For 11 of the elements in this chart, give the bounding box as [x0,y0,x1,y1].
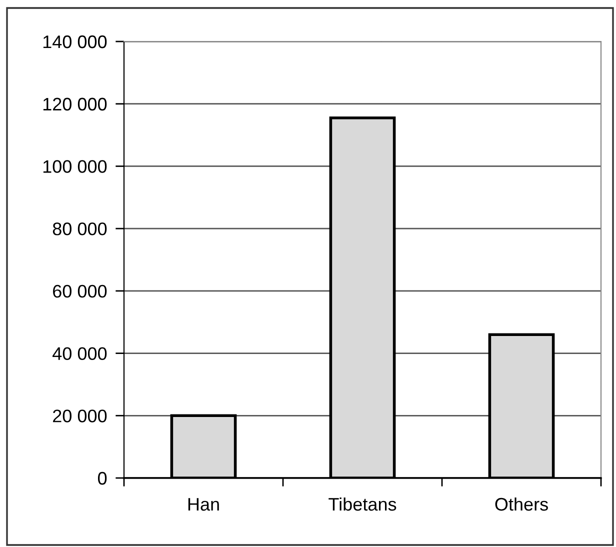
y-tick-label: 120 000 [43,98,107,111]
y-tick-label: 100 000 [43,160,107,173]
x-tick-label: Others [495,497,548,511]
y-tick-label: 20 000 [53,410,107,422]
y-tick-label: 80 000 [52,222,107,236]
y-tick-label: 40 000 [52,347,107,360]
y-tick-label: 140 000 [43,35,107,48]
x-tick-label: Tibetans [328,497,396,511]
x-tick-label: Han [188,498,219,511]
y-tick-label: 0 [98,472,107,485]
y-tick-label: 60 000 [53,284,107,298]
